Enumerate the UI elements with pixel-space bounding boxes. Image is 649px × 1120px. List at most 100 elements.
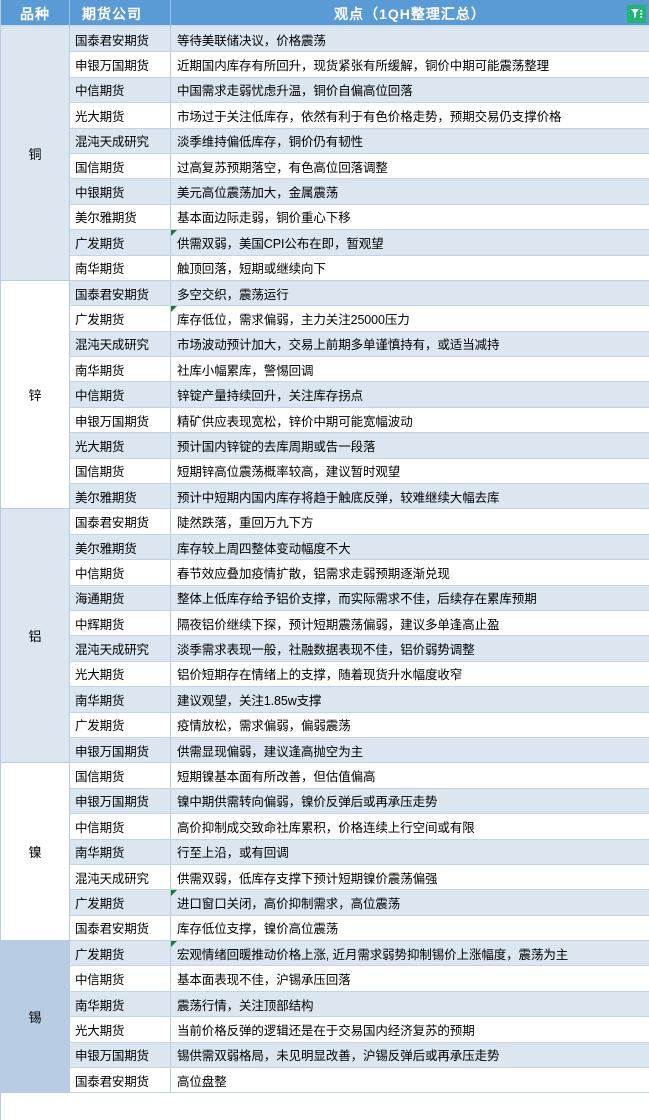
category-cell[interactable]: 镍 xyxy=(1,763,70,942)
view-cell[interactable]: 淡季需求表现一般，社融数据表现不佳，铝价弱势调整 xyxy=(171,636,649,660)
table-row[interactable]: 美尔雅期货 预计中短期内国内库存将趋于触底反弹，较难继续大幅去库 xyxy=(70,484,649,510)
table-row[interactable]: 国泰君安期货 库存低位支撑，镍价高位震荡 xyxy=(70,915,649,942)
view-cell[interactable]: 铝价短期存在情绪上的支撑，随着现货升水幅度收窄 xyxy=(171,662,649,686)
view-cell[interactable]: 高位盘整 xyxy=(171,1068,649,1092)
view-cell[interactable]: 镍中期供需转向偏弱，镍价反弹后或再承压走势 xyxy=(171,789,649,813)
table-row[interactable]: 光大期货 当前价格反弹的逻辑还是在于交易国内经济复苏的预期 xyxy=(70,1017,649,1043)
company-cell[interactable]: 广发期货 xyxy=(70,890,171,915)
table-row[interactable]: 南华期货 震荡行情，关注顶部结构 xyxy=(70,991,649,1018)
table-row[interactable]: 国信期货 短期锌高位震荡概率较高，建议暂时观望 xyxy=(70,458,649,485)
table-row[interactable]: 混沌天成研究 淡季需求表现一般，社融数据表现不佳，铝价弱势调整 xyxy=(70,636,649,662)
company-cell[interactable]: 国泰君安期货 xyxy=(70,280,171,306)
company-cell[interactable]: 广发期货 xyxy=(70,306,171,331)
view-cell[interactable]: 美元高位震荡加大，金属震荡 xyxy=(171,179,649,203)
view-cell[interactable]: 隔夜铝价继续下探，预计短期震荡偏弱，建议多单逢高止盈 xyxy=(171,611,649,635)
view-cell[interactable]: 中国需求走弱忧虑升温，铜价自偏高位回落 xyxy=(171,78,649,102)
view-cell[interactable]: 锡供需双弱格局，未见明显改善，沪锡反弹后或再承压走势 xyxy=(171,1043,649,1067)
company-cell[interactable]: 申银万国期货 xyxy=(70,737,171,763)
view-cell[interactable]: 供需双弱，低库存支撑下预计短期镍价震荡偏强 xyxy=(171,865,649,889)
table-row[interactable]: 混沌天成研究 供需双弱，低库存支撑下预计短期镍价震荡偏强 xyxy=(70,864,649,891)
company-cell[interactable]: 南华期货 xyxy=(70,991,171,1017)
view-cell[interactable]: 触顶回落，短期或继续向下 xyxy=(171,256,649,280)
view-cell[interactable]: 过高复苏预期落空，有色高位回落调整 xyxy=(171,154,649,178)
view-cell[interactable]: 库存较上周四整体变动幅度不大 xyxy=(171,535,649,559)
view-cell[interactable]: 精矿供应表现宽松，锌价中期可能宽幅波动 xyxy=(171,408,649,432)
table-row[interactable]: 混沌天成研究 淡季维持偏低库存，铜价仍有韧性 xyxy=(70,128,649,154)
company-cell[interactable]: 美尔雅期货 xyxy=(70,534,171,560)
company-cell[interactable]: 南华期货 xyxy=(70,255,171,280)
view-cell[interactable]: 陡然跌落，重回万九下方 xyxy=(171,509,649,533)
company-cell[interactable]: 国泰君安期货 xyxy=(70,1068,171,1093)
company-cell[interactable]: 混沌天成研究 xyxy=(70,128,171,153)
view-cell[interactable]: 短期锌高位震荡概率较高，建议暂时观望 xyxy=(171,459,649,483)
view-cell[interactable]: 进口窗口关闭，高价抑制需求，高位震荡 xyxy=(171,890,649,914)
category-cell[interactable]: 锡 xyxy=(1,941,70,1094)
table-row[interactable]: 申银万国期货 精矿供应表现宽松，锌价中期可能宽幅波动 xyxy=(70,407,649,434)
table-row[interactable]: 美尔雅期货 库存较上周四整体变动幅度不大 xyxy=(70,534,649,561)
view-cell[interactable]: 库存低位，需求偏弱，主力关注25000压力 xyxy=(171,306,649,330)
view-cell[interactable]: 高价抑制成交致命社库累积，价格连续上行空间或有限 xyxy=(171,814,649,838)
table-row[interactable]: 国泰君安期货 等待美联储决议，价格震荡 xyxy=(70,27,649,53)
company-cell[interactable]: 光大期货 xyxy=(70,661,171,687)
view-cell[interactable]: 锌锭产量持续回升，关注库存拐点 xyxy=(171,382,649,406)
company-cell[interactable]: 光大期货 xyxy=(70,1017,171,1042)
company-cell[interactable]: 南华期货 xyxy=(70,357,171,382)
view-cell[interactable]: 库存低位支撑，镍价高位震荡 xyxy=(171,916,649,940)
view-cell[interactable]: 等待美联储决议，价格震荡 xyxy=(171,27,649,51)
company-cell[interactable]: 混沌天成研究 xyxy=(70,864,171,890)
company-cell[interactable]: 海通期货 xyxy=(70,585,171,610)
company-cell[interactable]: 中信期货 xyxy=(70,560,171,585)
table-row[interactable]: 光大期货 市场过于关注低库存，依然有利于有色价格走势，预期交易仍支撑价格 xyxy=(70,103,649,129)
company-cell[interactable]: 国泰君安期货 xyxy=(70,915,171,941)
company-cell[interactable]: 广发期货 xyxy=(70,941,171,966)
view-cell[interactable]: 供需双弱，美国CPI公布在即，暂观望 xyxy=(171,230,649,254)
view-cell[interactable]: 淡季维持偏低库存，铜价仍有韧性 xyxy=(171,129,649,153)
view-cell[interactable]: 春节效应叠加疫情扩散，铝需求走弱预期逐渐兑现 xyxy=(171,560,649,584)
view-cell[interactable]: 短期镍基本面有所改善，但估值偏高 xyxy=(171,763,649,787)
view-cell[interactable]: 市场波动预计加大，交易上前期多单谨慎持有，或适当减持 xyxy=(171,332,649,356)
table-row[interactable]: 光大期货 预计国内锌锭的去库周期或告一段落 xyxy=(70,433,649,459)
company-cell[interactable]: 中信期货 xyxy=(70,966,171,991)
company-cell[interactable]: 美尔雅期货 xyxy=(70,204,171,230)
company-cell[interactable]: 广发期货 xyxy=(70,230,171,255)
table-row[interactable]: 南华期货 社库小幅累库，警惕回调 xyxy=(70,357,649,383)
category-cell[interactable]: 铝 xyxy=(1,509,70,764)
table-row[interactable]: 美尔雅期货 基本面边际走弱，铜价重心下移 xyxy=(70,204,649,231)
table-row[interactable]: 混沌天成研究 市场波动预计加大，交易上前期多单谨慎持有，或适当减持 xyxy=(70,331,649,358)
company-cell[interactable]: 申银万国期货 xyxy=(70,407,171,433)
table-row[interactable]: 广发期货 供需双弱，美国CPI公布在即，暂观望 xyxy=(70,230,649,256)
view-cell[interactable]: 疫情放松，需求偏弱，偏弱震荡 xyxy=(171,713,649,737)
table-row[interactable]: 广发期货 库存低位，需求偏弱，主力关注25000压力 xyxy=(70,306,649,332)
view-cell[interactable]: 市场过于关注低库存，依然有利于有色价格走势，预期交易仍支撑价格 xyxy=(171,103,649,127)
table-row[interactable]: 申银万国期货 锡供需双弱格局，未见明显改善，沪锡反弹后或再承压走势 xyxy=(70,1042,649,1069)
company-cell[interactable]: 混沌天成研究 xyxy=(70,331,171,357)
table-row[interactable]: 国泰君安期货 陡然跌落，重回万九下方 xyxy=(70,509,649,535)
table-row[interactable]: 中银期货 美元高位震荡加大，金属震荡 xyxy=(70,179,649,205)
company-cell[interactable]: 申银万国期货 xyxy=(70,52,171,77)
company-cell[interactable]: 光大期货 xyxy=(70,103,171,128)
company-cell[interactable]: 光大期货 xyxy=(70,433,171,458)
table-row[interactable]: 国信期货 过高复苏预期落空，有色高位回落调整 xyxy=(70,153,649,180)
table-row[interactable]: 光大期货 铝价短期存在情绪上的支撑，随着现货升水幅度收窄 xyxy=(70,661,649,688)
view-cell[interactable]: 近期国内库存有所回升，现货紧张有所缓解，铜价中期可能震荡整理 xyxy=(171,52,649,76)
table-row[interactable]: 中辉期货 隔夜铝价继续下探，预计短期震荡偏弱，建议多单逢高止盈 xyxy=(70,610,649,637)
table-row[interactable]: 广发期货 疫情放松，需求偏弱，偏弱震荡 xyxy=(70,712,649,738)
table-row[interactable]: 中信期货 锌锭产量持续回升，关注库存拐点 xyxy=(70,382,649,408)
company-cell[interactable]: 国信期货 xyxy=(70,153,171,179)
filter-icon[interactable] xyxy=(627,5,646,23)
table-row[interactable]: 海通期货 整体上低库存给予铝价支撑，而实际需求不佳，后续存在累库预期 xyxy=(70,585,649,611)
company-cell[interactable]: 中银期货 xyxy=(70,179,171,204)
company-cell[interactable]: 中信期货 xyxy=(70,382,171,407)
company-cell[interactable]: 美尔雅期货 xyxy=(70,484,171,509)
company-cell[interactable]: 中信期货 xyxy=(70,814,171,839)
view-cell[interactable]: 社库小幅累库，警惕回调 xyxy=(171,357,649,381)
company-cell[interactable]: 申银万国期货 xyxy=(70,1042,171,1068)
view-cell[interactable]: 多空交织，震荡运行 xyxy=(171,281,649,305)
company-cell[interactable]: 广发期货 xyxy=(70,712,171,737)
category-cell[interactable]: 铜 xyxy=(1,27,70,281)
company-cell[interactable]: 国信期货 xyxy=(70,458,171,484)
table-row[interactable]: 南华期货 行至上沿，或有回调 xyxy=(70,839,649,865)
view-cell[interactable]: 宏观情绪回暖推动价格上涨, 近月需求弱势抑制锡价上涨幅度，震荡为主 xyxy=(171,941,649,965)
company-cell[interactable]: 中辉期货 xyxy=(70,610,171,636)
company-cell[interactable]: 混沌天成研究 xyxy=(70,636,171,661)
